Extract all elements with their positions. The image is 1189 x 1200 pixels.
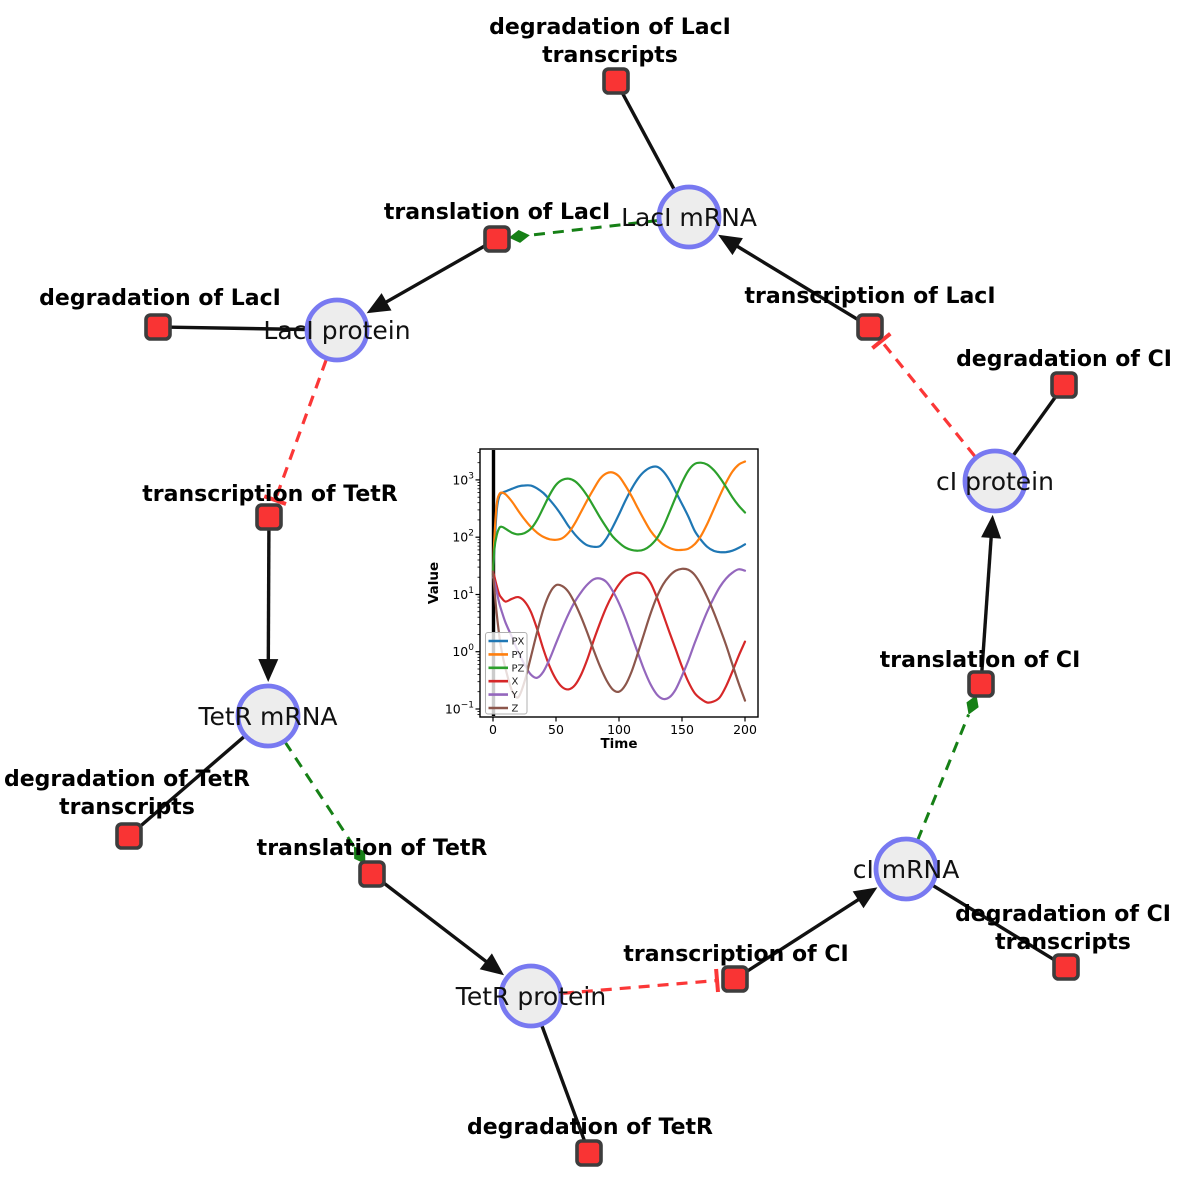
- y-axis-tick-label: 102: [452, 529, 474, 545]
- edge-production-transl_ci-ci_protein: [980, 514, 1002, 672]
- edge-consumption-laci_protein-deg_laci: [170, 325, 307, 332]
- reaction-node-transc_tetr: [255, 503, 283, 531]
- series-line-PZ: [491, 461, 747, 576]
- y-axis-tick-label: 100: [452, 643, 474, 659]
- legend-label: PX: [512, 637, 525, 648]
- edge-production-transc_ci-ci_mrna: [744, 887, 878, 974]
- reaction-node-transc_ci: [721, 965, 749, 993]
- y-axis-tick-label: 103: [452, 471, 474, 487]
- edge-consumption-laci_mrna-deg_laci_tx: [620, 91, 676, 191]
- edges-layer: [137, 91, 1058, 1142]
- reaction-label-deg_ci_tx: degradation of CI: [955, 902, 1171, 927]
- x-axis-tick-label: 200: [733, 722, 757, 737]
- legend-entry-PX: PX: [488, 637, 525, 648]
- reaction-node-deg_tetr_tx: [115, 822, 143, 850]
- reaction-label-deg_laci: degradation of LacI: [39, 286, 281, 311]
- reaction-label-deg_laci_tx: transcripts: [542, 43, 678, 68]
- legend-label: Y: [511, 690, 519, 701]
- legend-label: PZ: [512, 663, 525, 674]
- reaction-label-transl_laci: translation of LacI: [384, 200, 610, 225]
- reaction-node-transl_laci: [483, 225, 511, 253]
- species-label-tetr_protein: TetR protein: [455, 982, 606, 1011]
- x-axis-tick-label: 0: [489, 722, 497, 737]
- reaction-label-transl_tetr: translation of TetR: [257, 836, 488, 861]
- edge-consumption-tetr_mrna-deg_tetr_tx: [137, 735, 246, 829]
- species-label-tetr_mrna: TetR mRNA: [197, 702, 337, 731]
- reaction-node-deg_ci: [1050, 371, 1078, 399]
- series-line-PY: [491, 460, 747, 576]
- edge-consumption-tetr_protein-deg_tetr: [540, 1024, 587, 1142]
- reaction-node-transl_tetr: [358, 860, 386, 888]
- legend-entry-Y: Y: [488, 690, 519, 701]
- edge-inhibition-laci_protein-transc_tetr: [263, 359, 328, 506]
- species-label-ci_mrna: cI mRNA: [853, 855, 960, 884]
- reaction-node-deg_laci_tx: [602, 67, 630, 95]
- series-line-X: [491, 570, 747, 704]
- species-node-laci_mrna: [656, 184, 722, 250]
- reaction-node-deg_laci: [144, 313, 172, 341]
- species-label-laci_protein: LacI protein: [263, 316, 410, 345]
- legend-entry-PZ: PZ: [488, 663, 525, 674]
- reaction-label-transc_tetr: transcription of TetR: [142, 482, 398, 507]
- edge-inhibition-tetr_protein-transc_ci: [562, 968, 720, 995]
- species-node-tetr_protein: [498, 963, 564, 1029]
- reaction-label-deg_tetr: degradation of TetR: [467, 1115, 713, 1140]
- reaction-label-transc_ci: transcription of CI: [623, 942, 848, 967]
- y-axis-tick-label: 10−1: [445, 701, 474, 717]
- y-axis-title: Value: [426, 562, 442, 604]
- reaction-node-transc_laci: [856, 313, 884, 341]
- reaction-label-deg_ci_tx: transcripts: [995, 930, 1131, 955]
- reaction-node-deg_tetr: [575, 1139, 603, 1167]
- reaction-label-deg_ci: degradation of CI: [956, 347, 1172, 372]
- species-node-laci_protein: [304, 297, 370, 363]
- species-node-ci_mrna: [873, 836, 939, 902]
- edge-production-transl_laci-laci_protein: [366, 243, 487, 314]
- x-axis-tick-label: 100: [607, 722, 631, 737]
- reaction-label-transc_laci: transcription of LacI: [744, 284, 995, 309]
- reaction-label-deg_laci_tx: degradation of LacI: [489, 15, 731, 40]
- legend-entry-PY: PY: [488, 650, 525, 661]
- x-axis-tick-label: 150: [670, 722, 694, 737]
- species-label-laci_mrna: LacI mRNA: [621, 203, 757, 232]
- labels-layer: LacI mRNA LacI protein TetR mRNA TetR prote…: [4, 15, 1172, 1140]
- legend: PX PY PZ XYZ: [485, 632, 528, 715]
- reaction-node-deg_ci_tx: [1052, 953, 1080, 981]
- reaction-label-deg_tetr_tx: transcripts: [59, 795, 195, 820]
- edge-inhibition-ci_protein-transc_laci: [871, 332, 977, 458]
- legend-label: Z: [512, 704, 519, 715]
- edge-production-transc_tetr-tetr_mrna: [258, 529, 279, 682]
- edge-modifier-ci_mrna-transl_ci: [916, 695, 979, 841]
- species-label-ci_protein: cI protein: [936, 467, 1054, 496]
- reaction-node-transl_ci: [967, 670, 995, 698]
- edge-consumption-ci_mrna-deg_ci_tx: [931, 883, 1056, 962]
- legend-entry-Z: Z: [488, 704, 519, 715]
- legend-entry-X: X: [488, 677, 519, 688]
- x-axis-tick-label: 50: [548, 722, 564, 737]
- nodes-layer: [115, 67, 1080, 1167]
- edge-modifier-tetr_mrna-transl_tetr: [283, 741, 366, 864]
- edge-production-transc_laci-laci_mrna: [718, 234, 860, 322]
- edge-modifier-laci_mrna-transl_laci: [508, 219, 659, 243]
- edge-production-transl_tetr-tetr_protein: [381, 880, 504, 976]
- y-axis-tick-label: 101: [452, 586, 474, 602]
- x-axis-title: Time: [600, 736, 637, 752]
- legend-label: X: [512, 677, 519, 688]
- legend-label: PY: [512, 650, 525, 661]
- species-node-ci_protein: [962, 448, 1028, 514]
- species-node-tetr_mrna: [235, 683, 301, 749]
- reaction-label-transl_ci: translation of CI: [880, 648, 1081, 673]
- edge-consumption-ci_protein-deg_ci: [1011, 394, 1058, 457]
- inset-plot: 0 50 100 150 200 10−1 100 101 102 103 PX PY PZ XYZ Tim…: [426, 448, 759, 752]
- reaction-label-deg_tetr_tx: degradation of TetR: [4, 767, 250, 792]
